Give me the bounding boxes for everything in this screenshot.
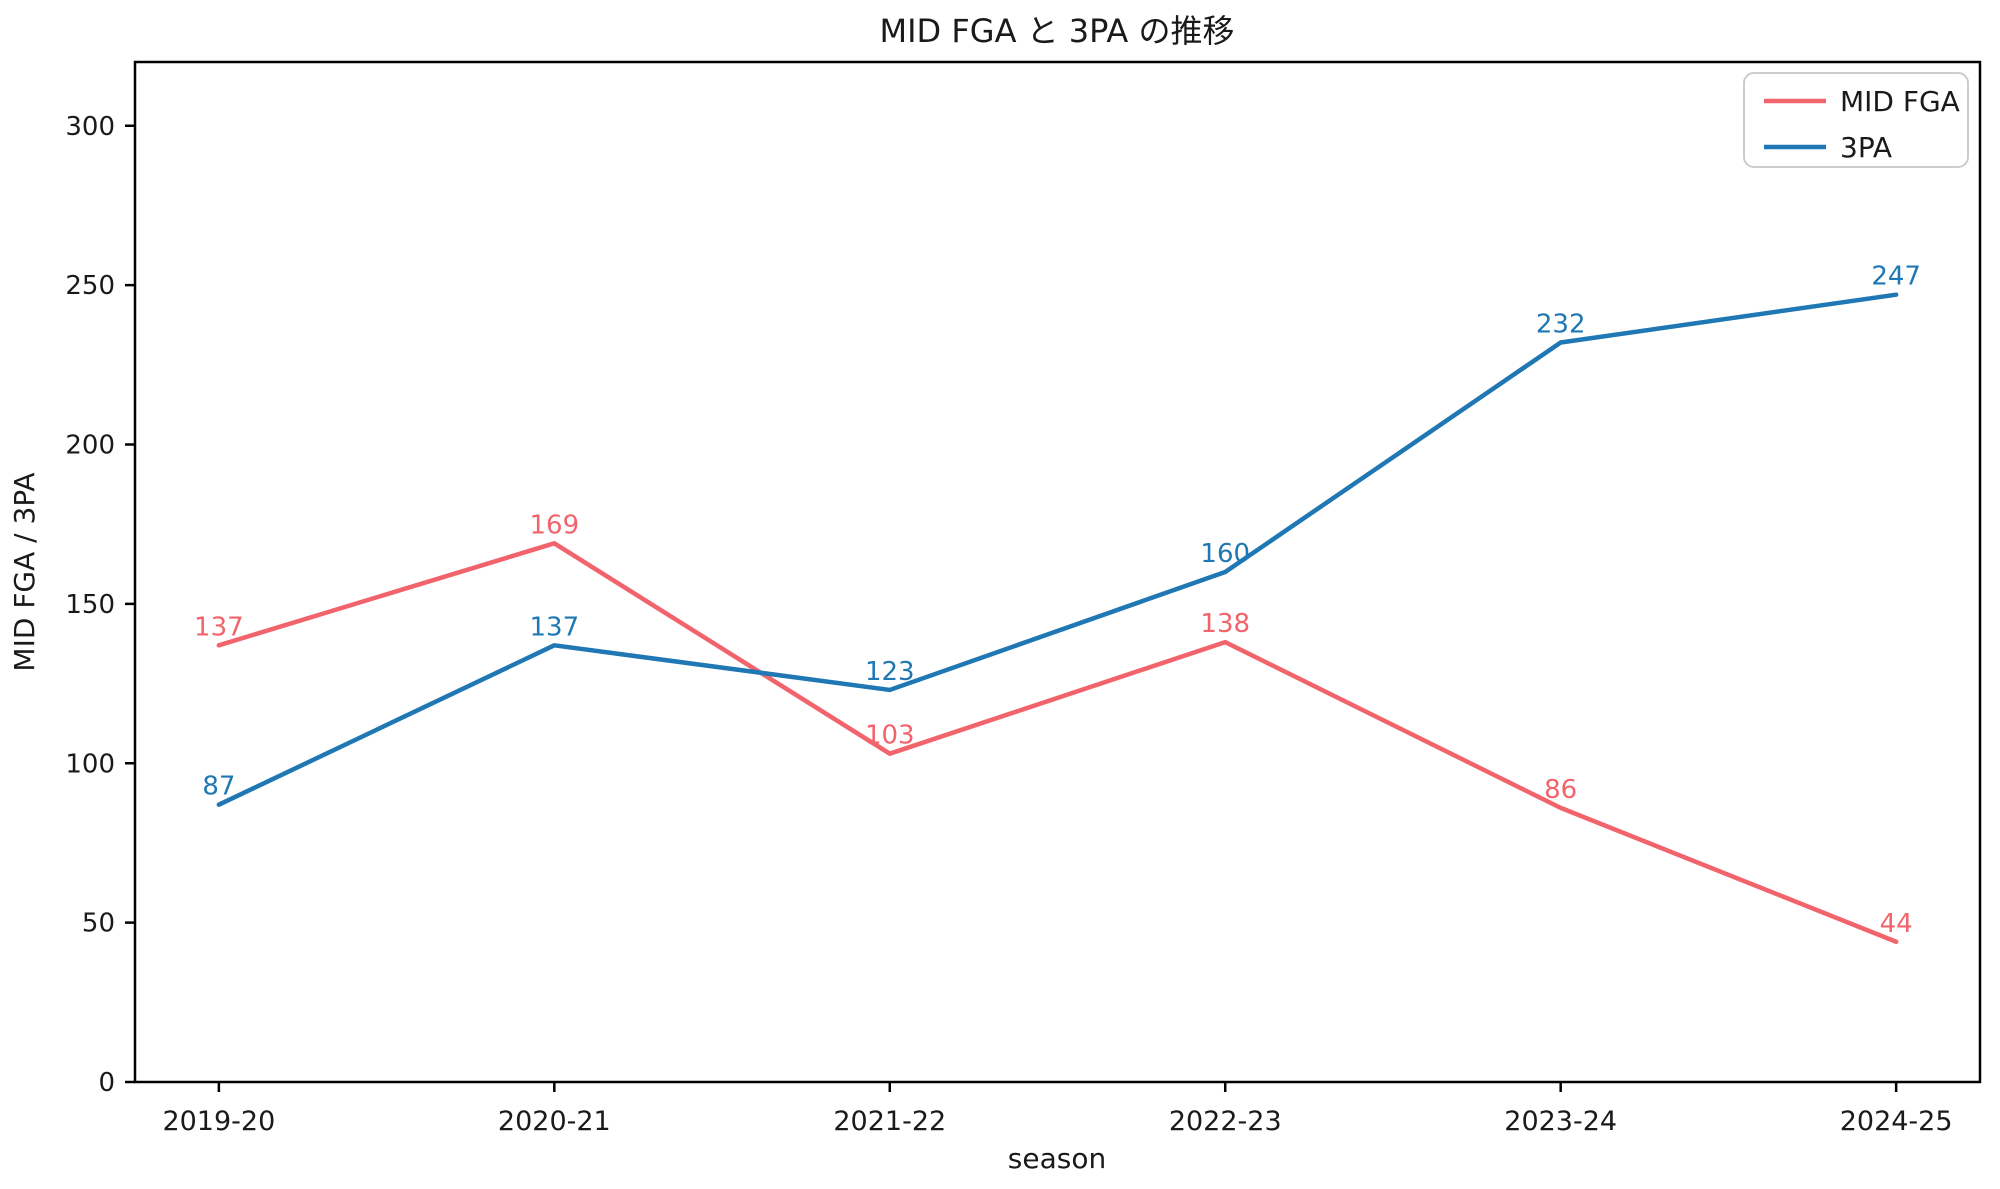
legend-label: 3PA	[1840, 131, 1892, 164]
data-label: 103	[865, 721, 915, 751]
y-tick-label: 150	[65, 590, 115, 620]
legend-box	[1743, 72, 1969, 168]
data-point-labels: 137 169 103 138 86 44 87 137 123 160 232 247	[194, 262, 1921, 939]
plot-area-border	[133, 60, 1982, 1084]
x-tick-label: 2023-24	[1504, 1106, 1617, 1137]
x-tick-label: 2024-25	[1840, 1106, 1953, 1137]
axis-ticks: 0 50 100 150 200 250 300 2019-20 2020-21 2021-22 2…	[65, 112, 1952, 1137]
data-label: 138	[1200, 609, 1250, 639]
y-tick-label: 250	[65, 271, 115, 301]
data-label: 247	[1871, 262, 1921, 292]
data-label: 123	[865, 657, 915, 687]
x-tick-label: 2021-22	[833, 1106, 946, 1137]
legend-label: MID FGA	[1840, 85, 1960, 118]
y-axis-label: MID FGA / 3PA	[8, 472, 41, 671]
data-label: 160	[1200, 539, 1250, 569]
series-line-3pa	[216, 292, 1899, 807]
data-label: 86	[1544, 775, 1577, 805]
data-label: 137	[529, 612, 579, 642]
y-tick-label: 100	[65, 749, 115, 779]
data-label: 169	[529, 510, 579, 540]
x-axis-label: season	[1008, 1142, 1106, 1175]
y-tick-label: 300	[65, 112, 115, 142]
data-series	[216, 292, 1899, 944]
legend: MID FGA 3PA	[1743, 72, 1969, 168]
y-tick-label: 50	[82, 909, 115, 939]
series-line-mid-fga	[216, 541, 1899, 944]
x-tick-label: 2022-23	[1169, 1106, 1282, 1137]
chart-title: MID FGA と 3PA の推移	[880, 12, 1235, 50]
x-tick-label: 2019-20	[162, 1106, 275, 1137]
data-label: 87	[202, 772, 235, 802]
x-tick-label: 2020-21	[498, 1106, 611, 1137]
data-label: 44	[1880, 909, 1913, 939]
data-label: 232	[1536, 310, 1586, 340]
y-tick-label: 0	[98, 1068, 115, 1098]
y-tick-label: 200	[65, 431, 115, 461]
data-label: 137	[194, 612, 244, 642]
